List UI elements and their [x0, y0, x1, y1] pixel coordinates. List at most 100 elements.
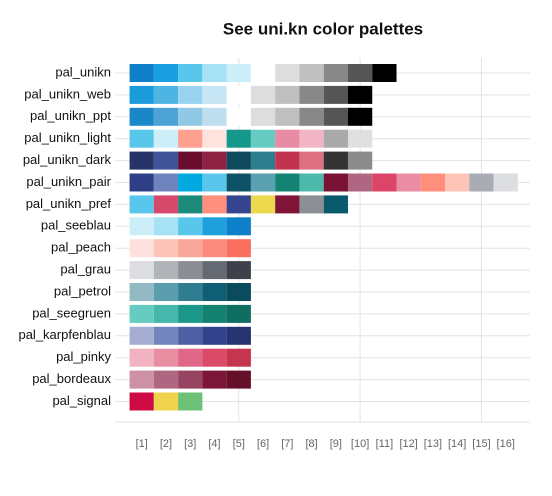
swatch	[299, 85, 324, 104]
swatch	[299, 173, 324, 192]
swatch	[250, 129, 276, 148]
swatch	[202, 217, 227, 236]
swatch	[226, 64, 251, 82]
swatch	[153, 151, 179, 170]
swatch	[178, 348, 203, 367]
swatch	[226, 217, 251, 236]
swatch	[323, 173, 348, 192]
swatch	[153, 107, 179, 126]
x-tick-label: [8]	[305, 438, 317, 450]
palette-name: pal_peach	[51, 240, 111, 255]
swatch	[347, 64, 373, 82]
swatch	[202, 173, 227, 192]
palette-name: pal_unikn_light	[24, 130, 111, 145]
x-tick-label: [12]	[399, 438, 417, 450]
swatch	[202, 304, 227, 323]
swatch	[202, 151, 227, 170]
swatch	[275, 173, 300, 192]
swatch	[153, 392, 179, 411]
swatch	[178, 173, 203, 192]
swatch	[129, 283, 154, 301]
swatch	[323, 64, 348, 82]
swatch	[178, 326, 203, 345]
palette-name: pal_unikn	[55, 64, 111, 79]
swatch	[202, 107, 227, 126]
swatch	[396, 173, 421, 192]
swatch	[323, 129, 348, 148]
swatch	[129, 64, 154, 82]
swatch	[202, 326, 227, 345]
swatch	[275, 107, 300, 126]
swatch	[347, 107, 373, 126]
palette-name: pal_grau	[60, 262, 111, 277]
swatch	[129, 173, 154, 192]
swatch	[275, 129, 300, 148]
swatch	[153, 195, 179, 214]
palette-name: pal_seeblau	[41, 218, 111, 233]
swatch	[226, 283, 251, 301]
swatch	[226, 370, 251, 389]
swatch	[129, 304, 154, 323]
swatch	[153, 64, 179, 82]
swatch	[250, 64, 276, 82]
swatch	[250, 195, 276, 214]
swatch	[250, 151, 276, 170]
chart-title: See uni.kn color palettes	[223, 19, 423, 38]
swatch	[469, 173, 494, 192]
swatch	[153, 326, 179, 345]
swatch	[202, 261, 227, 280]
swatch	[323, 195, 348, 214]
swatch	[226, 239, 251, 258]
swatch	[129, 239, 154, 258]
swatch	[129, 217, 154, 236]
swatch	[275, 195, 300, 214]
swatch	[226, 85, 251, 104]
swatch	[226, 129, 251, 148]
swatch	[129, 261, 154, 280]
swatch	[420, 173, 446, 192]
swatch	[275, 85, 300, 104]
x-tick-label: [6]	[257, 438, 269, 450]
swatch	[250, 85, 276, 104]
swatch	[153, 370, 179, 389]
swatch	[178, 392, 203, 411]
palette-name: pal_unikn_pref	[26, 196, 112, 211]
swatch	[202, 85, 227, 104]
swatch	[178, 370, 203, 389]
swatch	[153, 129, 179, 148]
swatch	[129, 392, 154, 411]
x-tick-label: [13]	[424, 438, 442, 450]
swatch	[226, 348, 251, 367]
swatch	[347, 173, 373, 192]
swatch	[226, 195, 251, 214]
swatch	[226, 304, 251, 323]
x-tick-label: [9]	[330, 438, 342, 450]
swatch	[372, 64, 397, 82]
palette-name: pal_karpfenblau	[18, 327, 111, 342]
swatch	[178, 64, 203, 82]
x-tick-label: [3]	[184, 438, 196, 450]
swatch	[178, 195, 203, 214]
swatch	[178, 151, 203, 170]
swatch	[153, 348, 179, 367]
palette-name: pal_unikn_dark	[23, 152, 112, 167]
x-tick-label: [2]	[160, 438, 172, 450]
swatch	[129, 151, 154, 170]
palette-name: pal_signal	[52, 393, 111, 408]
swatch	[129, 348, 154, 367]
swatch	[275, 151, 300, 170]
x-tick-label: [16]	[497, 438, 515, 450]
swatch	[226, 173, 251, 192]
swatch	[202, 370, 227, 389]
x-tick-label: [5]	[233, 438, 245, 450]
palette-name: pal_unikn_ppt	[30, 108, 111, 123]
swatch	[493, 173, 518, 192]
swatch	[153, 239, 179, 258]
swatch	[323, 107, 348, 126]
swatch	[129, 326, 154, 345]
swatch	[129, 85, 154, 104]
palette-name: pal_unikn_web	[24, 86, 111, 101]
x-tick-label: [10]	[351, 438, 369, 450]
swatch	[178, 129, 203, 148]
swatch	[323, 151, 348, 170]
